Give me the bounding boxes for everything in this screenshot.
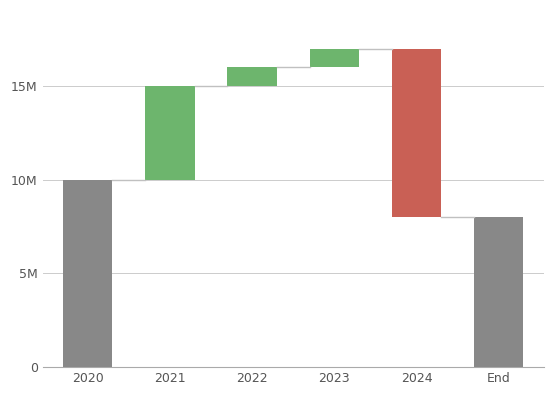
Bar bbox=[474, 217, 523, 367]
Bar bbox=[145, 86, 195, 180]
Bar bbox=[228, 67, 277, 86]
Bar bbox=[310, 49, 359, 67]
Bar bbox=[63, 180, 113, 367]
Bar bbox=[392, 49, 441, 217]
